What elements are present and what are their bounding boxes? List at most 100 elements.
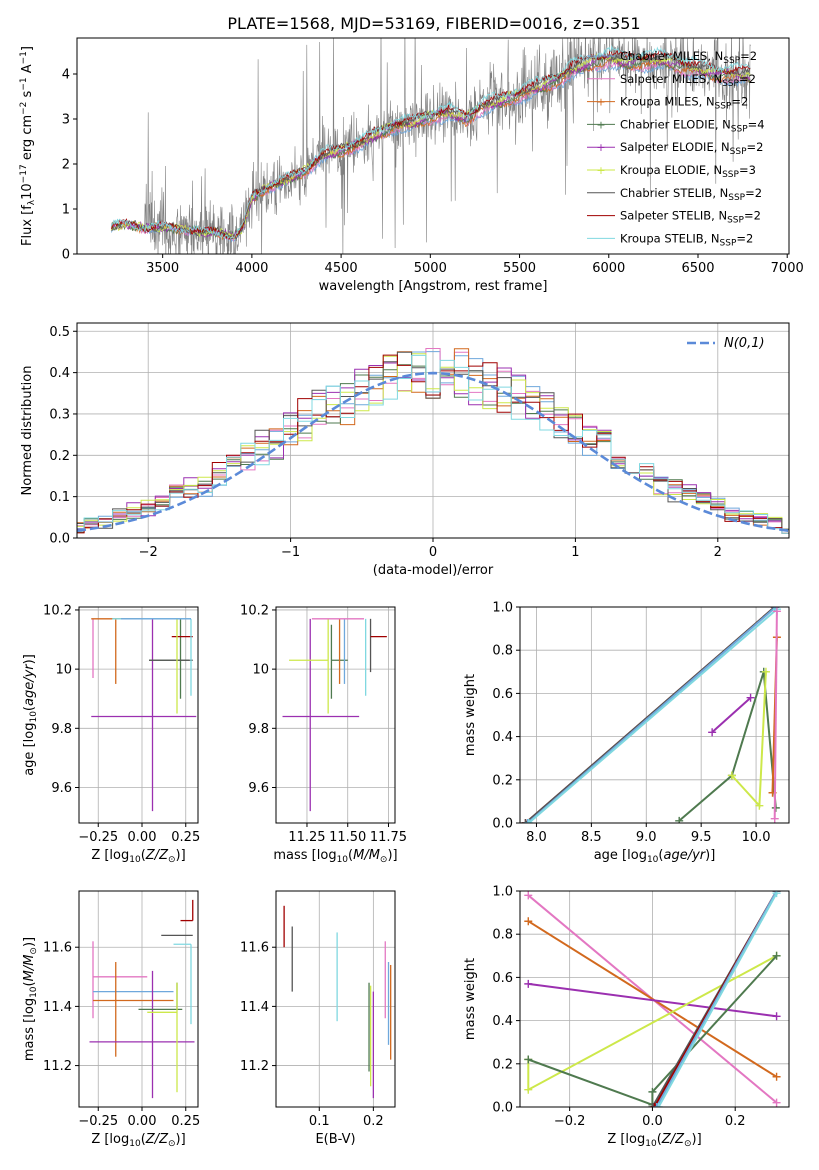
- y-tick-label: 0.6: [492, 971, 513, 986]
- legend-label: Chabrier ELODIE, NSSP=4: [620, 117, 765, 134]
- weight-marker-chab-elodie: [648, 1087, 657, 1096]
- y-tick-label: 0.0: [49, 532, 70, 547]
- y-tick-label: 0.4: [492, 1014, 513, 1029]
- label-part: 10: [20, 183, 35, 200]
- label-part: erg cm: [20, 115, 35, 164]
- label-part: ⊙: [168, 1139, 176, 1149]
- weight-marker-salp-miles: [772, 1098, 781, 1107]
- x-tick-label: 11.50: [329, 830, 366, 845]
- weight-marker-krou-miles: [772, 1072, 781, 1081]
- legend-marker: +: [596, 141, 605, 154]
- label-part: SSP: [723, 56, 740, 66]
- legend-marker: +: [596, 118, 605, 131]
- y-tick-label: 11.2: [43, 1059, 72, 1074]
- weight-marker-krou-elodie: [727, 771, 736, 780]
- label-part: 10: [29, 986, 39, 998]
- label-part: Chabrier ELODIE, N: [620, 117, 731, 131]
- label-part: M/M: [353, 848, 380, 863]
- weight-marker-krou-stelib: [524, 819, 533, 823]
- label-part: SSP: [722, 79, 739, 89]
- x-tick-label: 0.00: [128, 1114, 157, 1129]
- x-tick-label: 0.2: [725, 1114, 746, 1129]
- label-part: A: [20, 64, 35, 77]
- weight-marker-krou-stelib: [772, 891, 781, 898]
- label-part: (: [22, 981, 37, 986]
- label-part: Chabrier MILES, N: [620, 49, 723, 63]
- x-tick-label: −0.2: [554, 1114, 586, 1129]
- y-tick-label: 10.2: [43, 603, 72, 618]
- y-axis-label: mass [log10(M/M⊙)]: [22, 937, 39, 1061]
- y-tick-label: 11.4: [43, 1000, 72, 1015]
- y-tick-label: 0.2: [49, 449, 70, 464]
- axes-residuals: −2 −1 0 1 2 0.0 0.1 0.2 0.3 0.4 0.5 (data-model)/er…: [20, 322, 790, 578]
- label-part: Flux [f: [20, 205, 35, 246]
- label-part: mass [log: [273, 848, 336, 863]
- plot-area-weight_vs_Z: [520, 891, 789, 1107]
- label-part: 10: [129, 855, 141, 865]
- axes-spectrum: 3500 4000 4500 5000 5500 6000 6500 7000 0 1 2 3 4 wav…: [19, 37, 804, 294]
- y-tick-label: 1: [62, 203, 70, 218]
- label-part: )]: [387, 848, 397, 863]
- axes-weight_vs_age: 8.0 8.5 9.0 9.5 10.0 0.0 0.2 0.4 0.6 0.8 1.0 age [l…: [463, 601, 790, 865]
- label-part: )]: [692, 1132, 702, 1147]
- weight-marker-chab-miles: [652, 1103, 661, 1107]
- x-tick-label: 0.1: [309, 1114, 330, 1129]
- axes-frame: [275, 606, 396, 824]
- label-part: SSP: [728, 193, 745, 203]
- label-part: Z/Z: [145, 848, 169, 863]
- label-part: Z [log: [91, 1132, 129, 1147]
- weight-marker-salp-elodie: [772, 1012, 781, 1021]
- weight-line-krou-miles: [527, 920, 778, 1078]
- x-axis-label: (data-model)/error: [373, 563, 494, 578]
- weight-marker-chab-elodie: [524, 1055, 533, 1064]
- x-tick-label: 10.0: [742, 830, 771, 845]
- legend-label: Salpeter STELIB, NSSP=2: [620, 209, 761, 226]
- label-part: Z/Z: [661, 1132, 685, 1147]
- label-part: SSP: [730, 147, 747, 157]
- y-tick-label: 9.6: [51, 781, 72, 796]
- label-part: s: [20, 90, 35, 101]
- y-tick-label: 11.6: [240, 941, 269, 956]
- x-tick-label: 5000: [414, 261, 447, 276]
- label-part: age [log: [22, 723, 37, 776]
- x-axis-label: age [log10(age/yr)]: [594, 848, 716, 865]
- weight-marker-salp-miles: [772, 607, 781, 616]
- x-tick-label: 11.75: [370, 830, 407, 845]
- label-part: Salpeter MILES, N: [620, 72, 722, 86]
- label-part: (: [658, 848, 663, 863]
- legend-marker: +: [596, 164, 605, 177]
- label-part: −2: [19, 102, 29, 115]
- label-part: Salpeter ELODIE, N: [620, 140, 730, 154]
- weight-line-krou-stelib: [528, 608, 778, 823]
- weight-line-krou-stelib: [657, 892, 778, 1107]
- plots: 3500 4000 4500 5000 5500 6000 6500 7000 0 1 2 3 4 wav…: [19, 37, 804, 1149]
- model-line-krou-stelib: [110, 44, 751, 240]
- weight-marker-chab-miles: [523, 819, 532, 823]
- plot-area-spectrum: [110, 38, 751, 254]
- y-tick-label: 1.0: [492, 885, 513, 900]
- legend-label: Kroupa STELIB, NSSP=2: [620, 231, 753, 248]
- y-axis-label: mass weight: [463, 674, 478, 756]
- y-tick-label: 0.2: [492, 773, 513, 788]
- y-axis-label: mass weight: [463, 958, 478, 1040]
- figure-title: PLATE=1568, MJD=53169, FIBERID=0016, z=0…: [227, 14, 640, 33]
- y-tick-label: 0.1: [49, 490, 70, 505]
- x-tick-label: −1: [281, 545, 300, 560]
- y-tick-label: 10: [252, 663, 269, 678]
- label-part: =3: [739, 163, 756, 177]
- label-part: Salpeter STELIB, N: [620, 209, 727, 223]
- legend-label: Kroupa ELODIE, NSSP=3: [620, 163, 756, 180]
- legend-label: Salpeter ELODIE, NSSP=2: [620, 140, 763, 157]
- x-tick-label: 0.0: [642, 1114, 663, 1129]
- y-tick-label: 0.2: [492, 1057, 513, 1072]
- label-part: age/yr: [22, 663, 37, 706]
- label-part: =2: [747, 140, 764, 154]
- label-part: −1: [19, 77, 29, 90]
- x-tick-label: 0.25: [171, 830, 200, 845]
- model-line-chab-stelib: [111, 52, 751, 240]
- label-part: ⊙: [29, 947, 39, 955]
- label-part: ⊙: [168, 855, 176, 865]
- label-part: Kroupa MILES, N: [620, 95, 715, 109]
- y-tick-label: 0.0: [492, 1101, 513, 1116]
- weight-marker-salp-miles: [524, 891, 533, 900]
